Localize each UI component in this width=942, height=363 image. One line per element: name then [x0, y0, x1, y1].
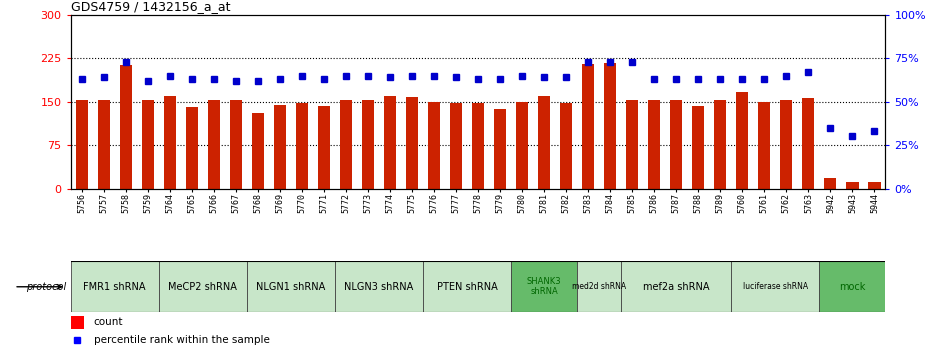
Text: MeCP2 shRNA: MeCP2 shRNA: [169, 282, 237, 292]
Bar: [252, 113, 264, 189]
Bar: [780, 101, 792, 189]
Bar: [516, 102, 528, 189]
Text: FMR1 shRNA: FMR1 shRNA: [84, 282, 146, 292]
Bar: [423, 261, 512, 312]
Bar: [824, 178, 836, 189]
Text: SHANK3
shRNA: SHANK3 shRNA: [527, 277, 561, 297]
Bar: [450, 103, 463, 189]
Text: count: count: [93, 317, 123, 327]
Bar: [621, 261, 731, 312]
Bar: [648, 101, 660, 189]
Bar: [317, 106, 330, 189]
Bar: [820, 261, 885, 312]
Bar: [71, 316, 84, 329]
Bar: [869, 182, 881, 189]
Text: med2d shRNA: med2d shRNA: [572, 282, 626, 291]
Bar: [71, 261, 159, 312]
Bar: [670, 101, 682, 189]
Bar: [626, 101, 639, 189]
Bar: [538, 96, 550, 189]
Bar: [384, 96, 396, 189]
Bar: [335, 261, 423, 312]
Text: protocol: protocol: [25, 282, 66, 292]
Text: mef2a shRNA: mef2a shRNA: [643, 282, 709, 292]
Bar: [472, 103, 484, 189]
Text: NLGN3 shRNA: NLGN3 shRNA: [345, 282, 414, 292]
Bar: [560, 103, 572, 189]
Bar: [737, 92, 748, 189]
Bar: [120, 65, 132, 189]
Bar: [247, 261, 335, 312]
Bar: [604, 63, 616, 189]
Bar: [230, 101, 242, 189]
Text: percentile rank within the sample: percentile rank within the sample: [93, 335, 269, 346]
Text: mock: mock: [839, 282, 866, 292]
Text: NLGN1 shRNA: NLGN1 shRNA: [256, 282, 326, 292]
Bar: [164, 97, 176, 189]
Bar: [98, 101, 109, 189]
Bar: [692, 106, 705, 189]
Bar: [362, 101, 374, 189]
Bar: [141, 101, 154, 189]
Text: luciferase shRNA: luciferase shRNA: [743, 282, 808, 291]
Bar: [274, 105, 286, 189]
Bar: [803, 98, 815, 189]
Bar: [406, 97, 418, 189]
Bar: [582, 64, 594, 189]
Bar: [714, 101, 726, 189]
Bar: [847, 182, 858, 189]
Bar: [494, 109, 506, 189]
Bar: [208, 101, 219, 189]
Text: GDS4759 / 1432156_a_at: GDS4759 / 1432156_a_at: [71, 0, 230, 13]
Bar: [296, 103, 308, 189]
Bar: [512, 261, 577, 312]
Bar: [159, 261, 247, 312]
Bar: [428, 102, 440, 189]
Bar: [186, 107, 198, 189]
Bar: [577, 261, 621, 312]
Bar: [758, 102, 771, 189]
Bar: [340, 101, 352, 189]
Bar: [731, 261, 820, 312]
Bar: [75, 101, 88, 189]
Text: PTEN shRNA: PTEN shRNA: [437, 282, 497, 292]
